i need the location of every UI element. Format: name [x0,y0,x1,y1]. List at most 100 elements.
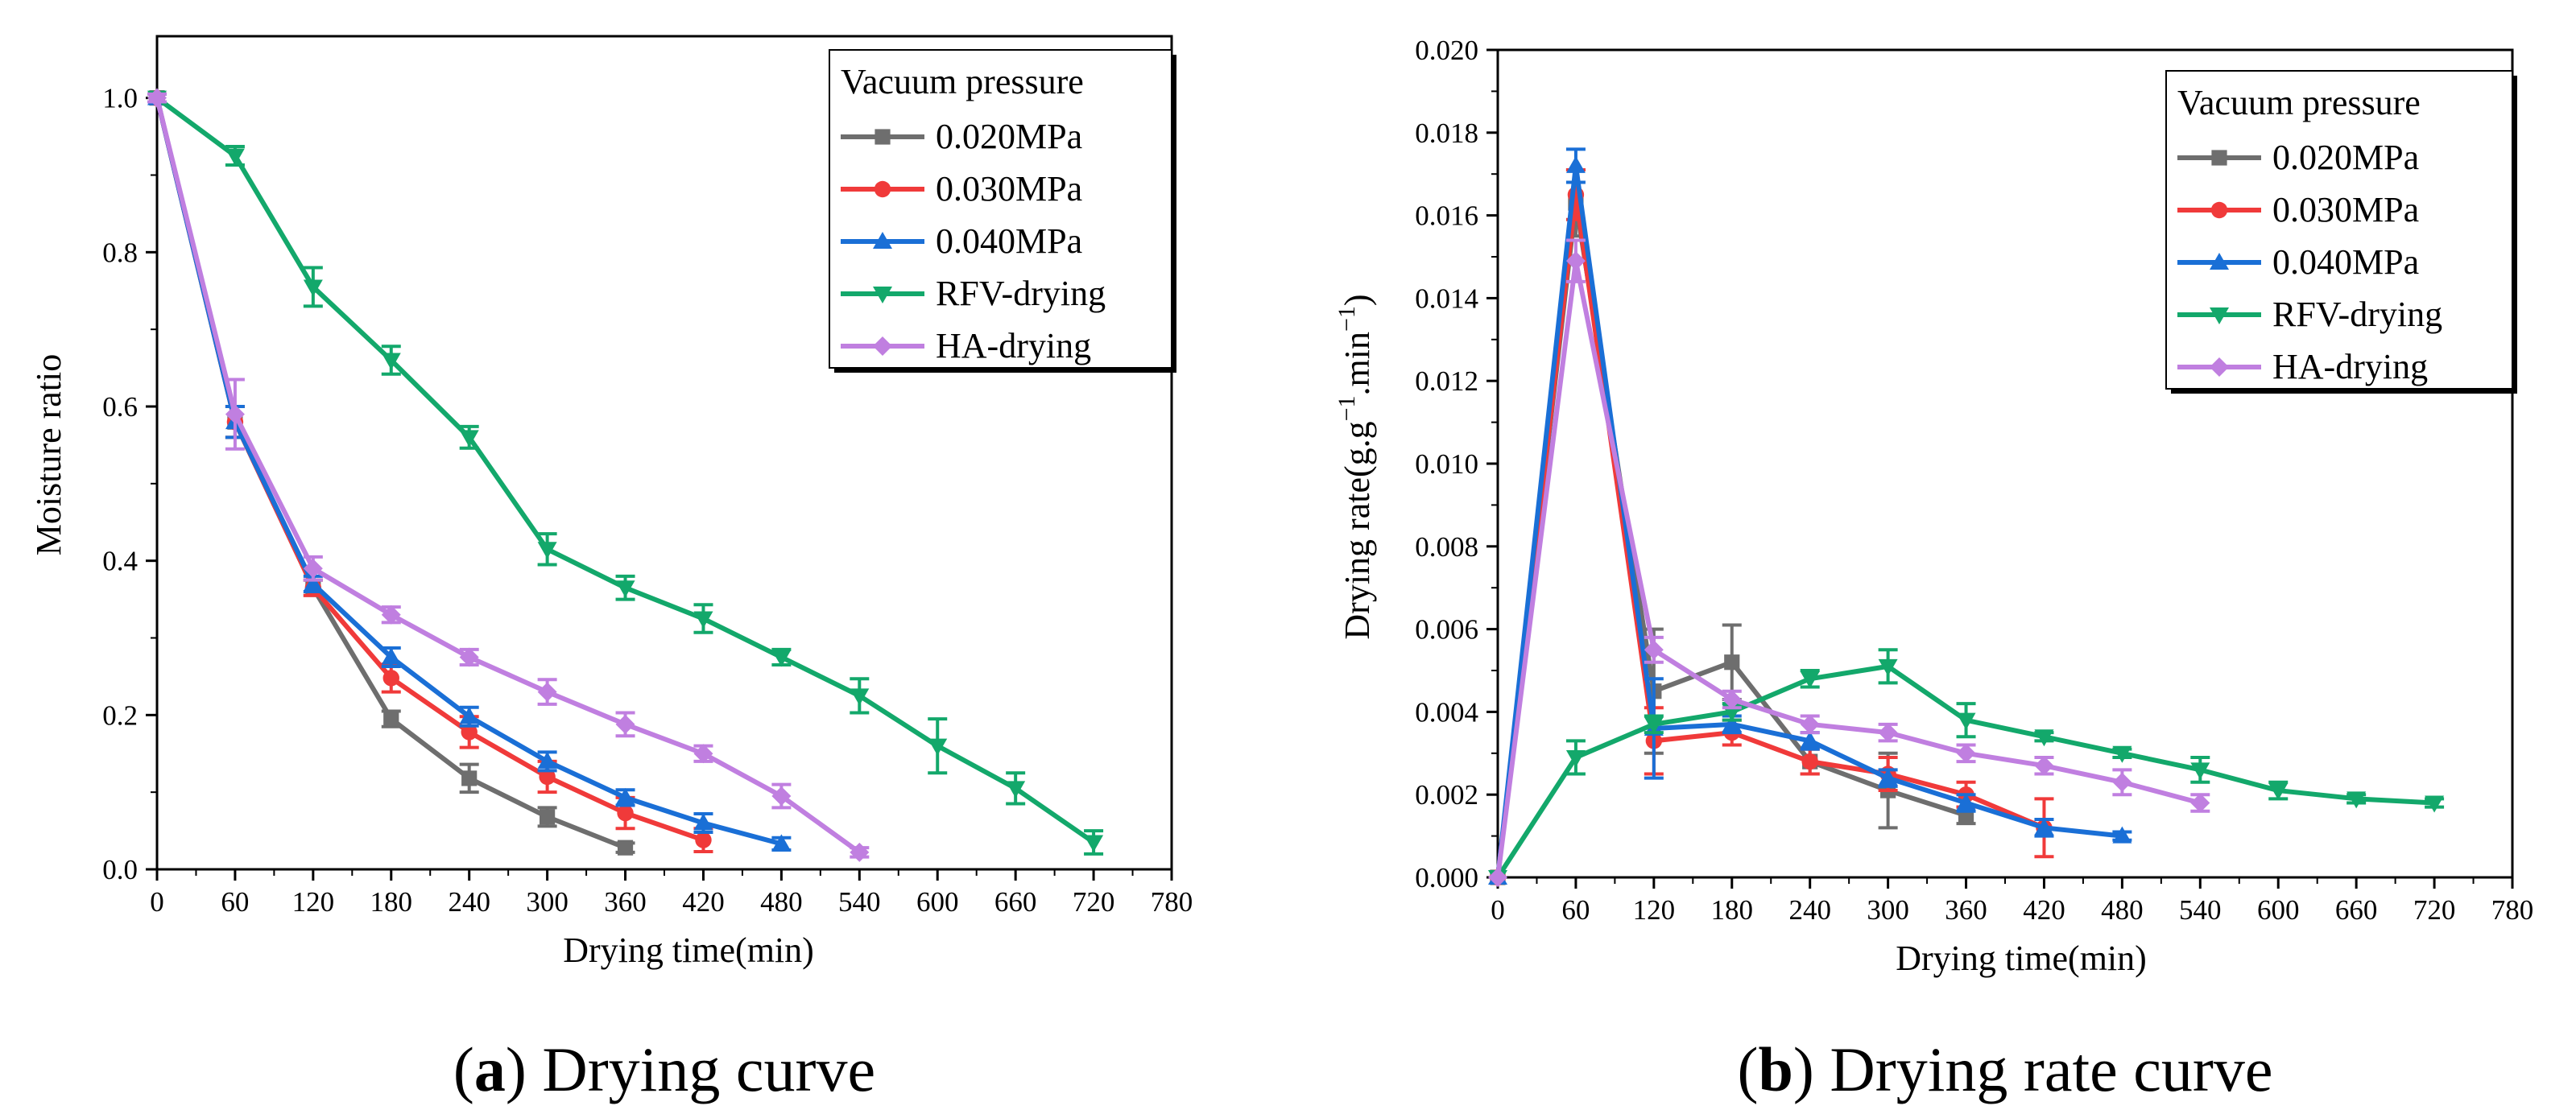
data-point [2425,795,2445,813]
x-tick-label: 420 [2023,894,2065,926]
data-point [225,404,245,424]
legend-label: 0.030MPa [936,169,1082,208]
data-point [2190,793,2210,813]
data-point [771,834,792,852]
legend-label: HA-drying [936,326,1091,365]
data-point [693,813,713,831]
legend-title: Vacuum pressure [841,62,1084,101]
series-line [155,97,626,850]
legend-swatch-marker [875,129,891,145]
x-tick-label: 540 [2179,894,2222,926]
legend-label: 0.030MPa [2272,190,2419,229]
data-point [1956,793,1976,811]
y-axis-title-part: ) [1338,294,1377,306]
y-tick-label: 0.002 [1415,779,1478,811]
caption-paren: ( [453,1034,474,1104]
y-axis-title-part: Drying rate(g.g [1338,421,1377,639]
legend-swatch-marker [2210,307,2229,324]
data-point [1565,251,1586,271]
data-point [459,430,479,448]
legend-swatch-marker [874,180,891,198]
y-tick-label: 0.018 [1415,118,1478,149]
data-point [1006,781,1026,798]
legend-label: RFV-drying [2272,295,2442,334]
caption-paren: ) [1793,1034,1830,1104]
data-point [1801,753,1818,770]
legend-swatch-marker [2210,357,2229,377]
x-tick-label: 0 [150,886,164,918]
series-0.040MPa [1488,147,2132,885]
data-point [2112,772,2132,792]
y-tick-label: 0.012 [1415,365,1478,397]
legend-label: 0.020MPa [2272,138,2419,177]
caption-paren: ) [506,1034,542,1104]
x-tick-label: 300 [526,886,569,918]
x-tick-label: 660 [994,886,1037,918]
legend-swatch-marker [873,232,892,249]
data-point [1724,654,1740,671]
x-tick-label: 540 [838,886,881,918]
data-point [615,714,635,734]
x-tick-label: 660 [2335,894,2378,926]
legend-label: HA-drying [2272,347,2428,386]
y-tick-label: 0.0 [102,854,138,885]
data-point [2347,791,2367,809]
y-tick-label: 0.008 [1415,531,1478,563]
legend-swatch-marker [2211,150,2227,166]
data-point [2034,729,2054,747]
x-tick-label: 180 [370,886,413,918]
y-tick-label: 0.006 [1415,614,1478,646]
y-tick-label: 0.8 [102,237,138,268]
x-tick-label: 720 [2413,894,2456,926]
data-point [537,751,557,769]
data-point [381,647,401,665]
data-point [1800,671,1820,689]
data-point [617,840,634,856]
data-point [1878,658,1898,676]
series-line [1495,192,2045,878]
y-tick-label: 0.014 [1415,283,1478,314]
data-point [303,559,323,579]
series-line [1495,258,2202,878]
x-tick-label: 240 [448,886,490,918]
y-axis-title: Drying rate(g.g−1.min−1) [1333,294,1377,639]
x-tick-label: 600 [916,886,959,918]
data-point [303,279,323,297]
chart-a: 0 60 120 180 240 300 360 420 480 540 600 660 720 780 0… [29,35,1193,1104]
legend-swatch-marker [2210,253,2229,270]
x-tick-label: 60 [221,886,249,918]
y-tick-label: 0.2 [102,699,138,731]
x-tick-label: 780 [1151,886,1193,918]
data-point [2112,745,2132,763]
data-point [147,88,167,108]
y-axis-title: Moisture ratio [29,354,68,556]
series-line [1495,663,2435,879]
data-point [381,353,401,370]
y-axis-title-part: −1 [1333,306,1360,332]
data-point [537,682,557,702]
chart-b: 0 60 120 180 240 300 360 420 480 540 600 660 720 780 0… [1333,35,2533,1104]
legend: Vacuum pressure 0.020MPa 0.030MPa 0.040MPa R… [2165,70,2517,394]
series-line [155,97,862,855]
data-point [1488,868,1507,887]
data-point [2112,826,2132,844]
x-tick-label: 720 [1073,886,1115,918]
data-point [2034,756,2054,776]
data-point [1878,768,1898,786]
data-point [1644,716,1664,734]
data-point [1644,640,1664,660]
caption: (b) Drying rate curve [1738,1034,2273,1104]
data-point [1565,749,1586,767]
data-point [459,707,479,724]
data-point [771,650,792,667]
y-axis-title-part: −1 [1333,395,1360,421]
series-0.040MPa [147,88,792,852]
x-tick-label: 60 [1561,894,1590,926]
series-RFV-drying [1488,648,2445,887]
x-tick-label: 600 [2257,894,2300,926]
x-tick-label: 0 [1491,894,1505,926]
x-tick-label: 180 [1711,894,1754,926]
data-point [461,724,478,741]
data-point [1800,731,1820,749]
data-point [1084,835,1104,852]
